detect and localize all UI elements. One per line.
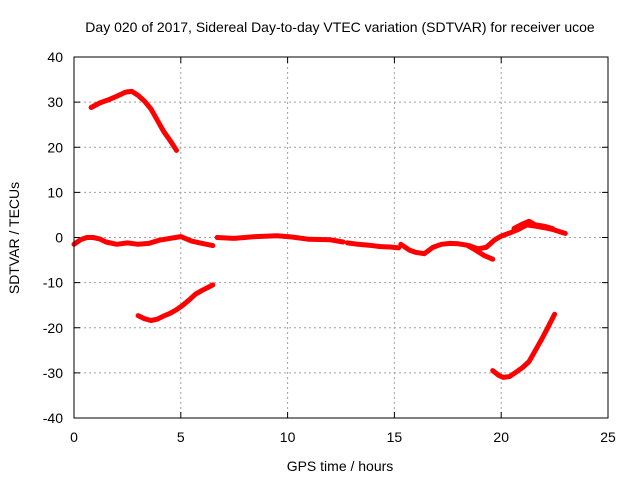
y-tick-label: -20 [43, 320, 63, 336]
plot-frame [73, 56, 609, 419]
series-line-arc-near-zero-2 [214, 233, 346, 245]
series-line-arc-near-zero-1 [71, 234, 216, 249]
x-tick-label: 0 [70, 429, 78, 445]
y-tick-label: 20 [47, 139, 63, 155]
series-line-arc-lower-early [135, 282, 216, 323]
y-tick-label: -10 [43, 275, 63, 291]
series-line-arc-near-zero-3 [344, 240, 402, 251]
y-tick-label: 10 [47, 184, 63, 200]
series-line-arc-lower-late [490, 311, 558, 380]
y-tick-label: 30 [47, 94, 63, 110]
x-tick-label: 10 [280, 429, 296, 445]
y-tick-label: 0 [55, 230, 63, 246]
series-line-arc-near-zero-4 [398, 240, 496, 262]
x-tick-label: 25 [600, 429, 616, 445]
y-axis-label: SDTVAR / TECUs [6, 182, 22, 294]
y-tick-label: -40 [43, 410, 63, 426]
series-line-arc-upper-early [88, 88, 179, 153]
chart-title: Day 020 of 2017, Sidereal Day-to-day VTE… [85, 19, 595, 35]
data-series [71, 88, 568, 380]
y-tick-label: -30 [43, 365, 63, 381]
series-line-arc-upper-late [511, 218, 555, 231]
tick-labels: 0 5 10 15 20 25 -40 -30 -20 -10 0 10 20 30 40 [43, 49, 616, 445]
y-tick-label: 40 [47, 49, 63, 65]
x-tick-label: 5 [177, 429, 185, 445]
x-tick-label: 20 [493, 429, 509, 445]
x-tick-label: 15 [387, 429, 403, 445]
x-axis-label: GPS time / hours [287, 458, 394, 474]
